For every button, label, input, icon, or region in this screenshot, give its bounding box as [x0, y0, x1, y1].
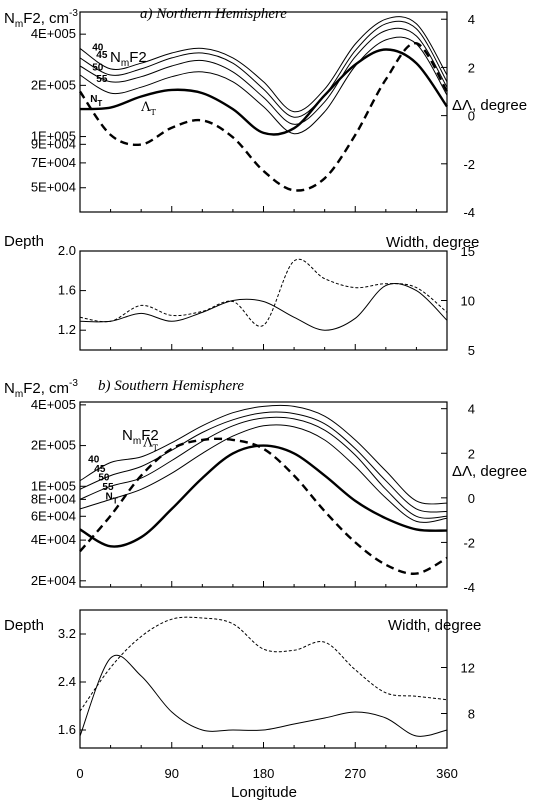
x-tick-label: 90 — [165, 766, 179, 781]
plot-frame — [79, 401, 448, 588]
curve-label: 40 — [88, 454, 100, 465]
y-tick-label: 1.6 — [58, 283, 76, 298]
panel-a-subtitle: a) Northern Hemisphere — [140, 6, 287, 22]
y-tick-label: 4E+005 — [31, 397, 76, 412]
curve-label-sub: T — [97, 99, 102, 108]
y2-tick-label: 2 — [468, 60, 475, 75]
panel-b-bottom-right-label: Width, degree — [388, 617, 481, 634]
series-line-a-bottom-0 — [79, 283, 448, 331]
series-line-b-bottom-1 — [79, 616, 448, 712]
y-tick-label: 1E+005 — [31, 478, 76, 493]
panel-a-bottom: 2.0 1.6 1.2 15 10 5 — [58, 243, 475, 358]
curve-label-base: N — [90, 94, 97, 105]
y2-tick-label: 12 — [461, 661, 475, 676]
y-tick-label: 2E+005 — [31, 438, 76, 453]
curve-label: 50 — [98, 473, 110, 484]
series-line-a-top-1 — [79, 20, 448, 118]
y2-tick-label: -4 — [463, 580, 475, 595]
plot-frame — [79, 250, 448, 351]
curve-label-sub: T — [153, 444, 159, 453]
series-line-a-top-5 — [79, 42, 449, 192]
panel-b-curve-label: NmF2 — [122, 427, 159, 447]
y-tick-label: 1.6 — [58, 722, 76, 737]
y-tick-label: 5E+004 — [31, 180, 76, 195]
curve-label-sub: T — [113, 496, 118, 505]
curve-label-base: N — [105, 491, 112, 502]
y-tick-label: 6E+004 — [31, 508, 76, 523]
curve-label-base: Λ — [142, 436, 153, 451]
y-tick-label: 7E+004 — [31, 155, 76, 170]
series-line-b-bottom-0 — [79, 654, 448, 737]
series-line-a-top-4 — [79, 48, 448, 136]
series-line-b-top-3 — [79, 424, 448, 523]
series-line-a-top-0 — [79, 16, 448, 113]
y2-tick-label: -2 — [463, 157, 475, 172]
series-line-b-top-2 — [79, 416, 448, 519]
y-tick-label: 9E+004 — [31, 136, 76, 151]
curve-label: 45 — [94, 464, 106, 475]
panel-b-bottom-ylabel: Depth — [4, 617, 44, 634]
x-axis-label: Longitude — [231, 784, 297, 800]
curve-label: NT — [90, 94, 102, 108]
y-tick-label: 8E+004 — [31, 491, 76, 506]
y2-tick-label: -4 — [463, 205, 475, 220]
y2-tick-label: 15 — [461, 244, 475, 259]
y-tick-label: 4E+005 — [31, 26, 76, 41]
y-tick-label: 1E+005 — [31, 129, 76, 144]
series-line-a-top-3 — [79, 36, 448, 135]
series-line-b-top-1 — [79, 411, 448, 513]
panel-a-bottom-ylabel: Depth — [4, 233, 44, 250]
y-tick-label: 2.4 — [58, 674, 76, 689]
curve-label: 50 — [92, 62, 104, 73]
curve-label-sub: T — [151, 108, 157, 117]
x-tick-label: 0 — [76, 766, 83, 781]
series-line-b-top-4 — [79, 444, 448, 548]
panel-b-subtitle: b) Southern Hemisphere — [98, 378, 244, 394]
panel-b-right-axis-label: ΔΛ, degree — [452, 463, 527, 480]
y-tick-label: 2.0 — [58, 243, 76, 258]
x-tick-label: 180 — [253, 766, 275, 781]
y-tick-label: 1.2 — [58, 322, 76, 337]
curve-label-base: Λ — [140, 100, 151, 115]
series-line-b-top-0 — [79, 404, 448, 505]
curve-label: 45 — [96, 50, 108, 61]
x-tick-label: 360 — [436, 766, 458, 781]
panel-b-top-left-title: NmF2, cm-3 — [4, 378, 78, 400]
series-line-a-bottom-1 — [79, 258, 448, 327]
curve-label: 40 — [92, 43, 104, 54]
y-tick-label: 3.2 — [58, 626, 76, 641]
y-tick-label: 2E+005 — [31, 77, 76, 92]
panel-b-bottom: 0 90 180 270 360 3.2 2.4 1.6 12 8 — [58, 609, 475, 781]
y2-tick-label: 8 — [468, 707, 475, 722]
x-tick-label: 270 — [344, 766, 366, 781]
y2-tick-label: 10 — [461, 294, 475, 309]
plot-frame — [79, 11, 448, 213]
y2-tick-label: 4 — [468, 402, 475, 417]
series-line-a-top-2 — [79, 27, 448, 125]
curve-label: NT — [105, 491, 117, 505]
y2-tick-label: -2 — [463, 535, 475, 550]
panel-a-top-left-title: NmF2, cm-3 — [4, 8, 78, 30]
y2-tick-label: 4 — [468, 12, 475, 27]
curve-label: ΛT — [140, 100, 156, 117]
panel-a-right-axis-label: ΔΛ, degree — [452, 97, 527, 114]
curve-label: 55 — [102, 482, 114, 493]
y2-tick-label: 5 — [468, 343, 475, 358]
panel-a-curve-label: NmF2 — [110, 49, 147, 69]
y2-tick-label: 0 — [468, 109, 475, 124]
y-tick-label: 4E+004 — [31, 532, 76, 547]
y2-tick-label: 0 — [468, 491, 475, 506]
y2-tick-label: 2 — [468, 446, 475, 461]
y-tick-label: 2E+004 — [31, 573, 76, 588]
panel-a-bottom-right-label: Width, degree — [386, 234, 479, 251]
curve-label: ΛT — [142, 436, 158, 453]
series-line-b-top-5 — [79, 437, 448, 575]
curve-label: 55 — [96, 74, 108, 85]
